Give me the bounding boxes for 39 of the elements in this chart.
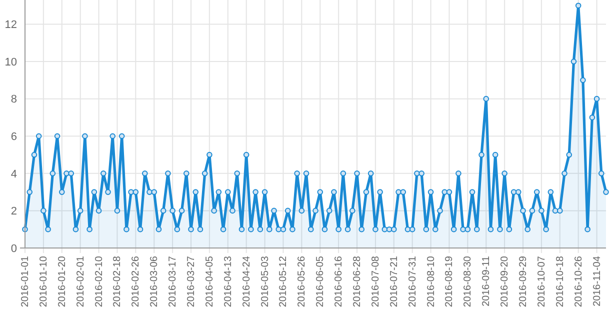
x-tick-label: 2016-06-05 bbox=[315, 256, 326, 308]
x-tick-label: 2016-07-08 bbox=[370, 256, 382, 308]
y-tick-label: 0 bbox=[10, 242, 17, 255]
x-tick-label: 2016-04-05 bbox=[204, 256, 216, 308]
y-tick-label: 6 bbox=[10, 130, 17, 143]
x-tick-label: 2016-04-13 bbox=[222, 256, 234, 308]
x-tick-label: 2016-08-30 bbox=[462, 256, 474, 308]
x-tick-label: 2016-01-10 bbox=[38, 256, 50, 308]
x-tick-label: 2016-09-11 bbox=[481, 256, 492, 306]
y-tick-label: 4 bbox=[10, 168, 17, 180]
x-tick-label: 2016-09-20 bbox=[500, 256, 511, 308]
x-tick-label: 2016-10-26 bbox=[573, 256, 584, 308]
y-tick-label: 10 bbox=[4, 56, 17, 68]
x-tick-label: 2016-03-17 bbox=[168, 256, 179, 308]
x-tick-label: 2016-05-12 bbox=[278, 256, 290, 308]
x-tick-label: 2016-04-24 bbox=[241, 256, 252, 308]
x-tick-label: 2016-05-26 bbox=[296, 256, 308, 308]
x-tick-label: 2016-06-16 bbox=[334, 256, 345, 308]
x-tick-label: 2016-02-01 bbox=[75, 256, 86, 308]
y-tick-label: 2 bbox=[10, 206, 17, 218]
y-tick-label: 8 bbox=[10, 94, 17, 106]
x-tick-label: 2016-01-20 bbox=[56, 256, 68, 308]
x-tick-label: 2016-10-18 bbox=[554, 256, 566, 308]
x-tick-label: 2016-10-07 bbox=[536, 256, 548, 308]
x-tick-label: 2016-06-28 bbox=[352, 256, 363, 308]
x-tick-label: 2016-08-19 bbox=[444, 256, 456, 308]
x-tick-label: 2016-07-31 bbox=[407, 256, 418, 308]
x-tick-label: 2016-03-06 bbox=[149, 256, 160, 308]
x-tick-label: 2016-02-18 bbox=[112, 256, 124, 308]
x-tick-label: 2016-02-10 bbox=[94, 256, 105, 308]
x-tick-label: 2016-09-29 bbox=[518, 256, 529, 308]
x-tick-label: 2016-08-10 bbox=[426, 256, 437, 308]
x-tick-label: 2016-11-04 bbox=[592, 256, 603, 306]
x-tick-label: 2016-03-27 bbox=[186, 256, 197, 308]
x-tick-label: 2016-05-03 bbox=[260, 256, 271, 308]
x-tick-label: 2016-07-21 bbox=[388, 256, 400, 308]
x-tick-label: 2016-02-26 bbox=[130, 256, 142, 308]
x-tick-label: 2016-01-01 bbox=[20, 256, 31, 308]
y-tick-label: 12 bbox=[4, 19, 17, 32]
